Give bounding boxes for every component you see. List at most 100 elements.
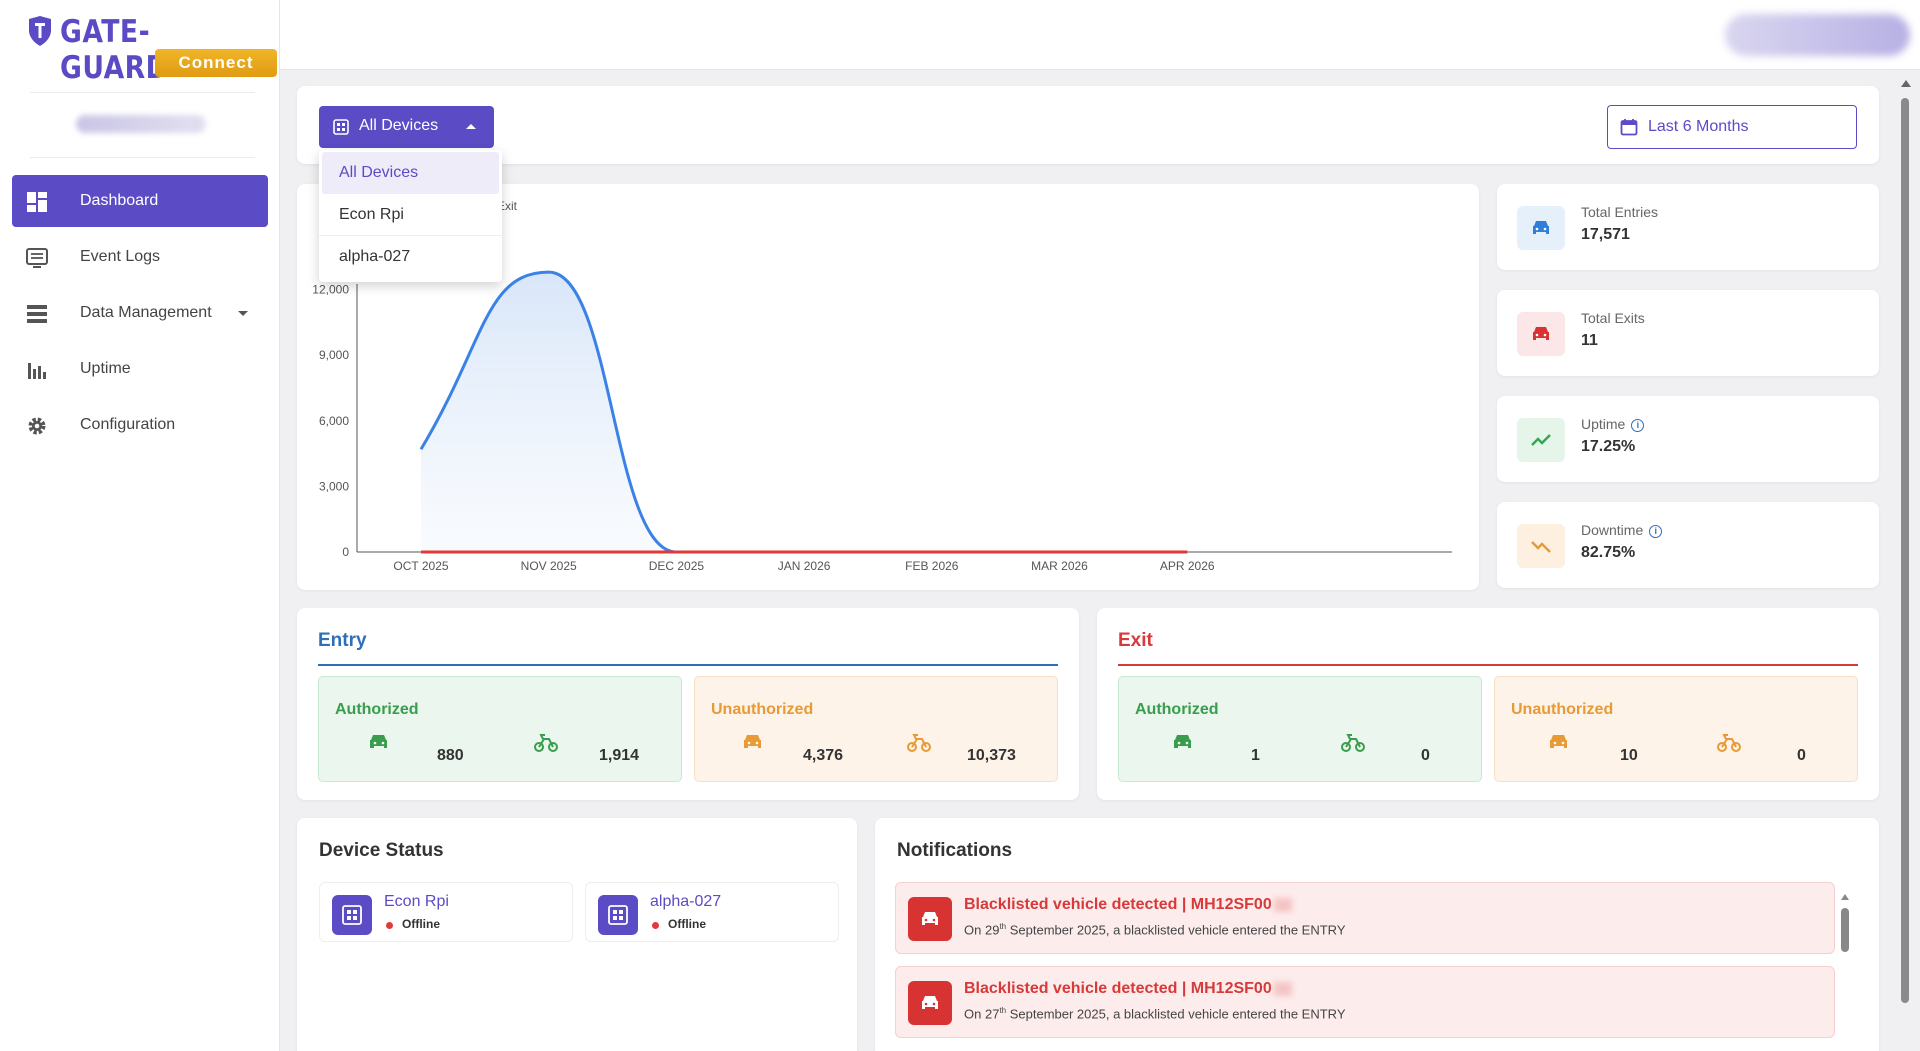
- stat-value: 17.25%: [1581, 438, 1636, 455]
- x-tick-label: MAR 2026: [1031, 559, 1088, 573]
- date-range-button[interactable]: Last 6 Months: [1607, 105, 1857, 149]
- info-icon[interactable]: i: [1649, 524, 1663, 538]
- stat-icon-box: [1517, 312, 1565, 356]
- divider: [30, 92, 255, 93]
- car-icon: [1550, 735, 1567, 748]
- exit-unauthorized-box: Unauthorized 10 0: [1494, 676, 1858, 782]
- authorized-car-count: 880: [437, 747, 464, 764]
- device-status-card: Device Status Econ Rpi Offline alpha-027…: [297, 818, 857, 1051]
- dropdown-option-all-devices[interactable]: All Devices: [322, 152, 499, 194]
- x-tick-label: NOV 2025: [521, 559, 577, 573]
- sidebar-item-data-management[interactable]: Data Management: [12, 287, 268, 339]
- scrollbar-thumb[interactable]: [1841, 908, 1849, 952]
- sidebar-item-dashboard[interactable]: Dashboard: [12, 175, 268, 227]
- page-scrollbar[interactable]: [1898, 78, 1912, 1003]
- y-tick-label: 0: [342, 545, 349, 559]
- device-status: Offline: [402, 917, 440, 931]
- x-tick-label: OCT 2025: [393, 559, 448, 573]
- info-icon[interactable]: i: [1631, 418, 1645, 432]
- scrollbar-thumb[interactable]: [1901, 98, 1909, 1003]
- device-dropdown-menu: All Devices Econ Rpi alpha-027: [319, 150, 502, 282]
- car-entry-icon: [1533, 221, 1549, 234]
- dropdown-option-alpha-027[interactable]: alpha-027: [339, 248, 411, 265]
- data-management-icon: [27, 305, 47, 323]
- x-tick-label: FEB 2026: [905, 559, 959, 573]
- entry-title: Entry: [318, 630, 367, 651]
- stat-label: Total Entries: [1581, 204, 1659, 220]
- y-tick-label: 6,000: [319, 414, 349, 428]
- notification-icon-box: [908, 897, 952, 941]
- car-icon: [744, 735, 761, 748]
- unauthorized-bike-count: 0: [1797, 747, 1806, 764]
- device-icon: [608, 905, 628, 925]
- scroll-up-arrow-icon[interactable]: [1841, 894, 1849, 900]
- device-name: alpha-027: [650, 893, 722, 910]
- car-alert-icon: [922, 912, 938, 925]
- notification-icon-box: [908, 981, 952, 1025]
- trending-up-icon: [1531, 434, 1551, 446]
- x-tick-label: DEC 2025: [649, 559, 705, 573]
- device-status: Offline: [668, 917, 706, 931]
- sidebar-item-uptime[interactable]: Uptime: [12, 343, 268, 395]
- device-name: Econ Rpi: [384, 893, 449, 910]
- x-tick-label: JAN 2026: [778, 559, 831, 573]
- dashboard-icon: [27, 192, 47, 212]
- device-select-button[interactable]: All Devices: [319, 106, 494, 148]
- divider: [1118, 664, 1858, 666]
- calendar-icon: [1620, 119, 1638, 136]
- device-item[interactable]: alpha-027 Offline: [585, 882, 839, 942]
- series-area-fill: [421, 272, 1188, 552]
- car-alert-icon: [922, 996, 938, 1009]
- device-item[interactable]: Econ Rpi Offline: [319, 882, 573, 942]
- device-icon-box: [332, 895, 372, 935]
- box-title: Unauthorized: [1511, 701, 1614, 718]
- sidebar-item-label: Event Logs: [80, 248, 161, 265]
- stat-value: 82.75%: [1581, 544, 1636, 561]
- authorized-bike-count: 0: [1421, 747, 1430, 764]
- y-tick-label: 9,000: [319, 348, 349, 362]
- sidebar-item-label: Configuration: [80, 416, 176, 433]
- notification-item[interactable]: Blacklisted vehicle detected | MH12SF00 …: [895, 966, 1835, 1038]
- box-title: Authorized: [335, 701, 419, 718]
- exit-title: Exit: [1118, 630, 1153, 651]
- stat-downtime: Downtime i 82.75%: [1497, 502, 1879, 588]
- logo[interactable]: GATE-GUARD Connect: [26, 12, 277, 86]
- gear-icon: [28, 417, 46, 435]
- notifications-title: Notifications: [897, 840, 1013, 861]
- user-menu-blurred[interactable]: [1725, 14, 1910, 56]
- sidebar-item-configuration[interactable]: Configuration: [12, 399, 268, 451]
- bike-icon: [1341, 734, 1365, 752]
- user-name-blurred: [76, 115, 206, 133]
- redacted-text: [1273, 897, 1292, 912]
- stat-icon-box: [1517, 524, 1565, 568]
- dropdown-option-econ-rpi[interactable]: Econ Rpi: [319, 194, 502, 236]
- notification-description: On 29th September 2025, a blacklisted ve…: [964, 922, 1346, 938]
- notification-item[interactable]: Blacklisted vehicle detected | MH12SF00 …: [895, 882, 1835, 954]
- sidebar-item-label: Uptime: [80, 360, 131, 377]
- status-dot: [386, 922, 393, 929]
- bike-icon: [1717, 734, 1741, 752]
- device-icon-box: [598, 895, 638, 935]
- notification-title: Blacklisted vehicle detected | MH12SF00: [964, 896, 1292, 914]
- divider: [30, 157, 255, 158]
- notifications-card: Notifications Blacklisted vehicle detect…: [875, 818, 1879, 1051]
- sidebar-item-event-logs[interactable]: Event Logs: [12, 231, 268, 283]
- uptime-icon: [28, 363, 46, 379]
- stat-label: Uptime i: [1581, 416, 1645, 432]
- stat-uptime: Uptime i 17.25%: [1497, 396, 1879, 482]
- scroll-up-arrow-icon[interactable]: [1901, 80, 1911, 87]
- redacted-text: [1273, 981, 1292, 996]
- sidebar: GATE-GUARD Connect Dashboard Event Logs …: [0, 0, 280, 1051]
- unauthorized-car-count: 10: [1620, 747, 1638, 764]
- sidebar-item-label: Dashboard: [80, 192, 159, 209]
- status-dot: [652, 922, 659, 929]
- shield-logo-icon: [29, 16, 51, 46]
- stat-value: 11: [1581, 332, 1598, 349]
- y-tick-label: 3,000: [319, 479, 349, 493]
- authorized-bike-count: 1,914: [599, 747, 640, 764]
- box-title: Unauthorized: [711, 701, 814, 718]
- stat-icon-box: [1517, 206, 1565, 250]
- x-tick-label: APR 2026: [1160, 559, 1215, 573]
- event-logs-icon: [26, 248, 48, 268]
- notifications-scrollbar[interactable]: [1839, 894, 1851, 1051]
